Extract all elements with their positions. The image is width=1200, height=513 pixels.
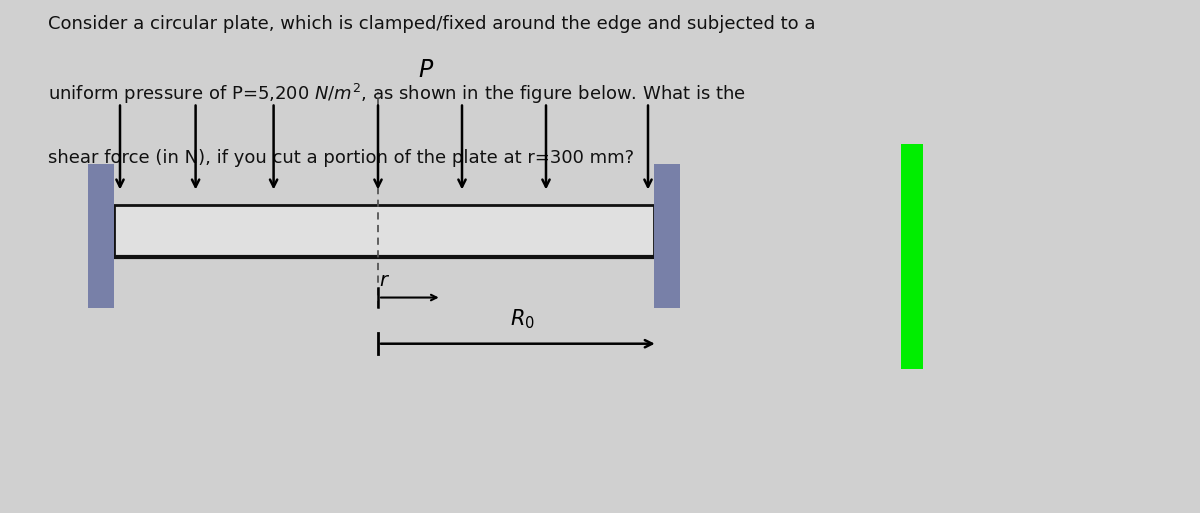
Text: $P$: $P$ <box>418 59 434 82</box>
Text: $r$: $r$ <box>379 272 390 290</box>
Text: $R_0$: $R_0$ <box>510 307 534 331</box>
Text: shear force (in N), if you cut a portion of the plate at r=300 mm?: shear force (in N), if you cut a portion… <box>48 149 634 167</box>
Text: Consider a circular plate, which is clamped/fixed around the edge and subjected : Consider a circular plate, which is clam… <box>48 15 816 33</box>
Bar <box>114 205 654 256</box>
Bar <box>654 164 680 308</box>
Text: uniform pressure of P=5,200 $N/m^2$, as shown in the figure below. What is the: uniform pressure of P=5,200 $N/m^2$, as … <box>48 82 746 106</box>
Bar <box>88 164 114 308</box>
Bar <box>901 144 923 369</box>
